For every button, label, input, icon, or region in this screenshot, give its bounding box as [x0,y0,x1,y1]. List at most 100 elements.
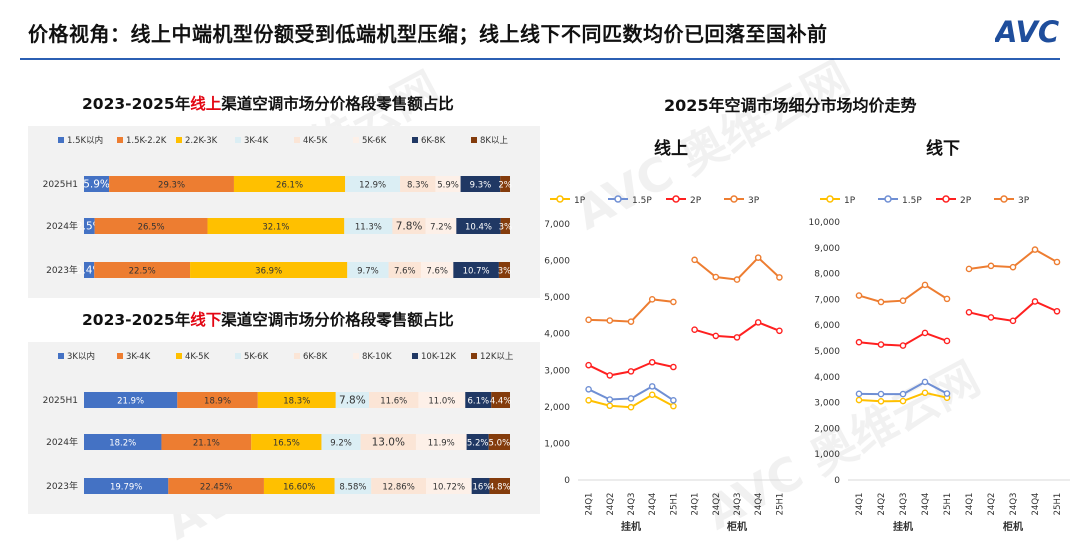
bar-segment [263,478,335,494]
header-divider [20,58,1060,60]
bar-data-label: 13.0% [372,437,405,449]
data-point [1053,307,1061,315]
bar-segment [388,262,421,278]
bar-segment [500,218,510,234]
x-tick-label: 24Q2 [987,493,997,516]
y-tick-label: 2,000 [814,424,840,434]
bar-data-label: 5.9% [83,179,110,191]
x-tick-label: 24Q3 [733,493,743,516]
bar-data-label: 22.5% [129,267,156,277]
online-share-title: 2023-2025年线上渠道空调市场分价格段零售额占比 [82,95,454,113]
bar-data-label: 36.9% [255,267,282,277]
data-point [670,396,677,404]
legend-label: 5K-6K [244,352,269,362]
bar-data-label: 11.3% [355,223,382,233]
bar-segment [177,392,258,408]
legend-label: 8K以上 [480,136,508,146]
logo-text: AVC [995,15,1059,48]
legend-label: 1.5P [902,196,922,206]
bar-data-label: .16% [470,483,492,493]
legend-swatch [471,353,477,359]
data-point [877,341,885,348]
y-tick-label: 5,000 [544,293,570,303]
data-point [855,338,863,346]
bar-segment [471,478,490,494]
data-point [627,395,635,402]
legend-marker [1000,195,1008,203]
bar-data-label: 3% [498,267,512,277]
bar-segment [335,392,369,408]
bar-data-label: 18.9% [204,397,231,407]
x-tick-label: 25H1 [943,493,953,516]
bar-data-label: 26.1% [276,181,303,191]
bar-segment [161,434,252,450]
legend-swatch [353,137,359,143]
data-point [965,265,973,273]
data-point [691,256,698,264]
data-point [921,329,929,337]
bar-segment [94,218,208,234]
online-price-trend-chart: 1P 1.5P 2P 3P 0 1,000 2,000 3,000 4,000 5,000 6,00… [544,195,792,533]
offline-share-panel: 3K以内 3K-4K 4K-5K 5K-6K 6K-8K 8K-10K 10K-12K 12K… [28,342,540,514]
data-point [943,390,951,397]
data-point [921,281,929,289]
legend-label: 3P [1018,196,1030,206]
data-point [899,397,907,405]
bar-segment [321,434,361,450]
data-point [855,396,863,404]
category-label: 2023年 [46,264,78,276]
bar-data-label: 7.6% [426,267,448,277]
y-tick-label: 7,000 [814,295,840,305]
legend-marker [826,195,834,203]
x-tick-label: 24Q4 [921,493,931,516]
legend-label: 8K-10K [362,352,392,362]
data-point [670,402,677,410]
bar-segment [371,478,426,494]
bar-segment [190,262,348,278]
bar-data-label: 4.8% [489,483,511,493]
data-point [606,402,614,410]
bar-data-label: 18.3% [283,397,310,407]
legend-swatch [58,137,64,143]
bar-segment [84,434,162,450]
group-label: 柜机 [1002,520,1023,533]
legend-marker [730,195,738,203]
bar-segment [84,176,110,192]
legend-label: 4K-5K [303,136,328,146]
bar-segment [233,176,346,192]
avc-logo: AVC [995,15,1059,48]
legend-label: 6K-8K [303,352,328,362]
x-tick-label: 25H1 [669,493,679,516]
offline-share-chart: 3K以内 3K-4K 4K-5K 5K-6K 6K-8K 8K-10K 10K-12K 12K… [43,351,514,494]
legend-label: 10K-12K [421,352,456,362]
bar-data-label: 5.2% [467,439,489,449]
group-label: 挂机 [621,520,641,533]
group-label: 柜机 [726,520,747,533]
page-title: 价格视角：线上中端机型份额受到低端机型压缩；线上线下不同匹数均价已回落至国补前 [28,22,828,46]
bar-segment [488,434,510,450]
bar-data-label: 7.8% [339,395,366,407]
bar-segment [334,478,372,494]
bar-data-label: 4.4% [490,397,512,407]
bar-segment [498,262,510,278]
x-tick-label: 24Q2 [606,493,616,516]
data-point [1009,263,1017,271]
bar-data-label: 9.3% [470,181,492,191]
data-point [754,254,762,261]
data-point [943,337,951,345]
legend-marker [884,195,892,203]
bar-segment [435,176,461,192]
legend-label: 2.2K-3K [185,136,218,146]
data-point [733,334,741,341]
data-point [585,386,592,393]
category-label: 2024年 [46,436,78,448]
bar-segment [257,392,336,408]
bar-data-label: 10.4% [465,223,492,233]
data-point [648,383,656,390]
legend-label: 12K以上 [480,352,514,362]
bar-segment [466,434,489,450]
data-point [648,358,656,366]
bar-data-label: 32.1% [262,223,289,233]
legend-label: 3P [748,196,760,206]
y-tick-label: 9,000 [814,244,840,254]
